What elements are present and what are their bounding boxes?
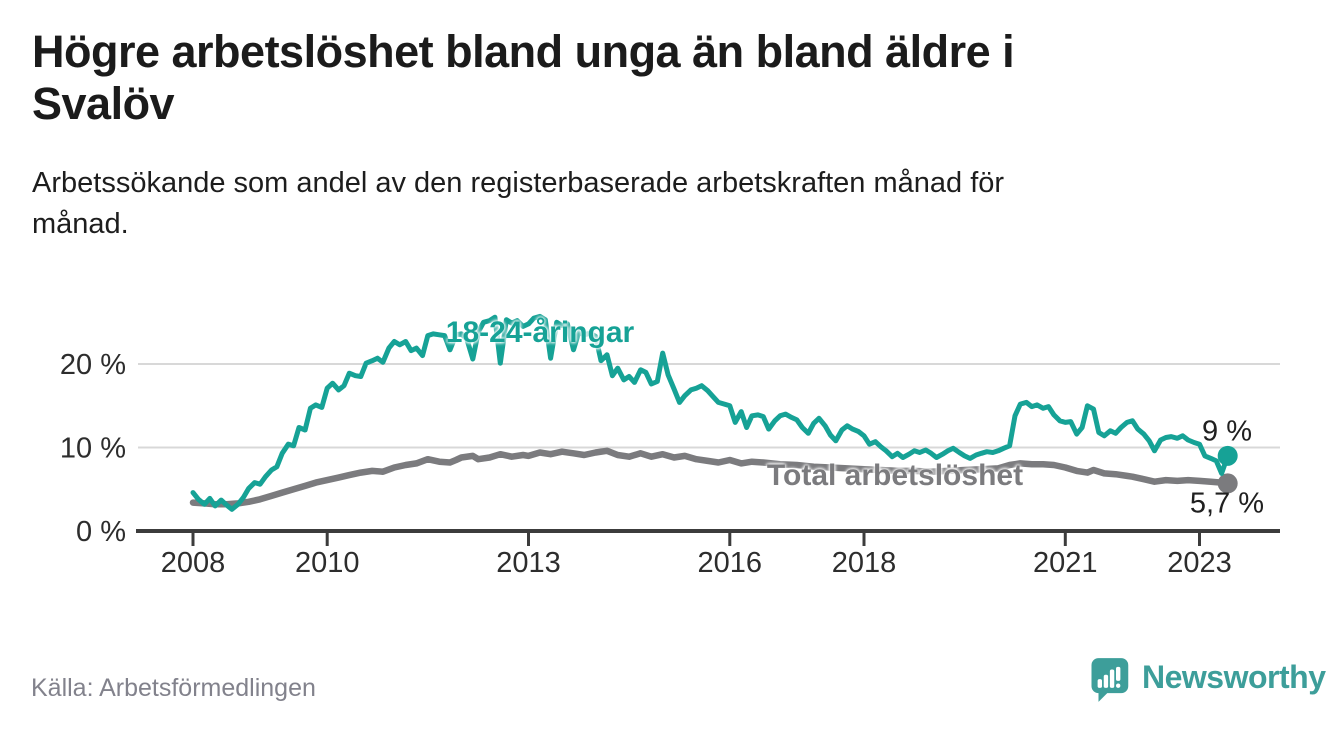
newsworthy-bubble-chart-icon xyxy=(1091,658,1129,702)
series-line-youth xyxy=(190,313,1231,512)
x-tick-label: 2023 xyxy=(1167,547,1232,579)
end-value-label-total: 5,7 % xyxy=(1189,487,1265,520)
page-title: Högre arbetslöshet bland unga än bland ä… xyxy=(32,26,1015,130)
x-tick-label: 2013 xyxy=(496,547,561,579)
series-label-youth: 18-24-åringar xyxy=(445,316,635,349)
newsworthy-logo: Newsworthy xyxy=(1088,656,1326,704)
end-dot-youth xyxy=(1217,445,1238,466)
x-tick-label: 2018 xyxy=(832,547,897,579)
brand-name: Newsworthy xyxy=(1142,658,1326,695)
y-tick-label: 10 % xyxy=(60,433,126,465)
chart-subtitle: Arbetssökande som andel av den registerb… xyxy=(32,167,1005,240)
x-tick-label: 2021 xyxy=(1033,547,1098,579)
series-line-total xyxy=(189,447,1231,508)
y-tick-label: 0 % xyxy=(76,516,126,548)
x-tick-label: 2016 xyxy=(698,547,763,579)
source-note: Källa: Arbetsförmedlingen xyxy=(31,674,316,702)
series-label-total: Total arbetslöshet xyxy=(766,459,1024,492)
x-tick-label: 2010 xyxy=(295,547,360,579)
x-tick-label: 2008 xyxy=(161,547,226,579)
end-value-label-youth: 9 % xyxy=(1202,415,1252,448)
y-tick-label: 20 % xyxy=(60,349,126,381)
end-dot-total xyxy=(1217,473,1238,494)
